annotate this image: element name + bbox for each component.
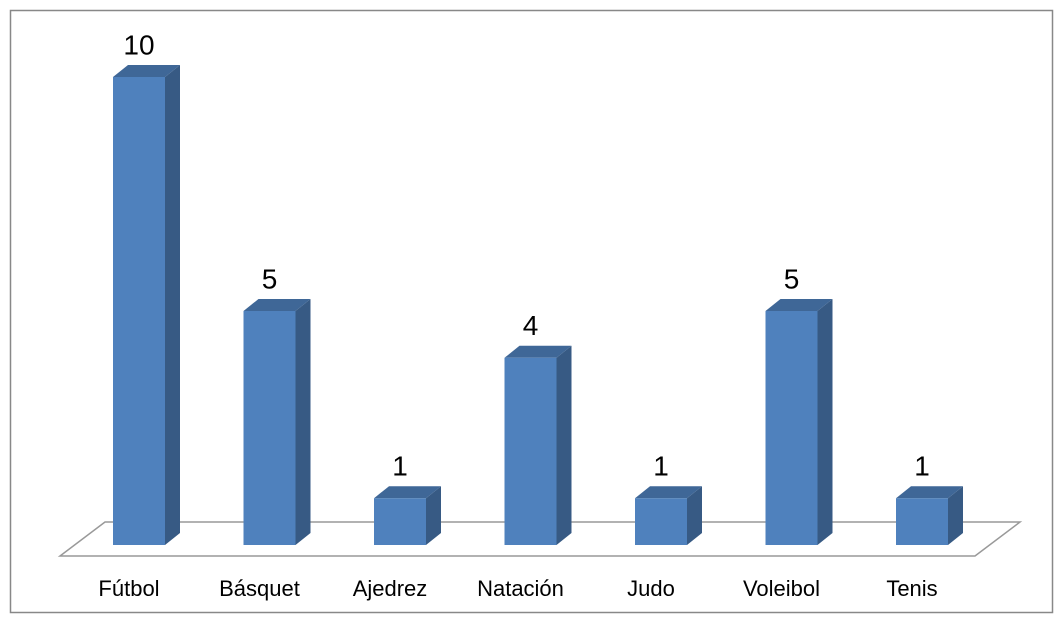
- bar-top: [374, 486, 441, 499]
- bar: [243, 299, 311, 545]
- x-tick-label: Tenis: [886, 576, 937, 601]
- bar-side: [295, 299, 311, 545]
- bar-top: [765, 299, 833, 311]
- bar-side: [426, 486, 441, 545]
- bar-front: [765, 311, 818, 545]
- x-tick-label: Ajedrez: [353, 576, 428, 601]
- x-tick-label: Fútbol: [98, 576, 159, 601]
- x-tick-label: Judo: [627, 576, 675, 601]
- bar-top: [113, 65, 180, 77]
- bar: [765, 299, 833, 545]
- x-tick-label: Básquet: [219, 576, 300, 601]
- bar-side: [948, 486, 963, 545]
- data-label: 1: [653, 451, 669, 482]
- bar-side: [165, 65, 180, 545]
- bar-top: [243, 299, 311, 311]
- bar-front: [635, 498, 687, 545]
- bar-front: [113, 77, 165, 545]
- x-tick-label: Voleibol: [743, 576, 820, 601]
- bar-side: [687, 486, 702, 545]
- bar-top: [504, 345, 572, 358]
- bar-top: [635, 486, 702, 499]
- bar-top: [896, 486, 963, 499]
- data-label: 1: [392, 451, 408, 482]
- data-label: 10: [123, 29, 154, 60]
- data-label: 4: [523, 310, 539, 341]
- bar-front: [374, 498, 426, 545]
- bar-front: [504, 357, 557, 545]
- bar: [113, 65, 180, 545]
- data-label: 5: [262, 263, 278, 294]
- data-label: 1: [914, 451, 930, 482]
- bar: [896, 486, 963, 545]
- bar: [504, 345, 572, 545]
- data-label: 5: [784, 263, 800, 294]
- bar-side: [817, 299, 833, 545]
- bar-side: [556, 345, 572, 545]
- bar-front: [896, 498, 948, 545]
- bar: [635, 486, 702, 545]
- bar: [374, 486, 441, 545]
- x-tick-label: Natación: [477, 576, 564, 601]
- bar-front: [243, 311, 296, 545]
